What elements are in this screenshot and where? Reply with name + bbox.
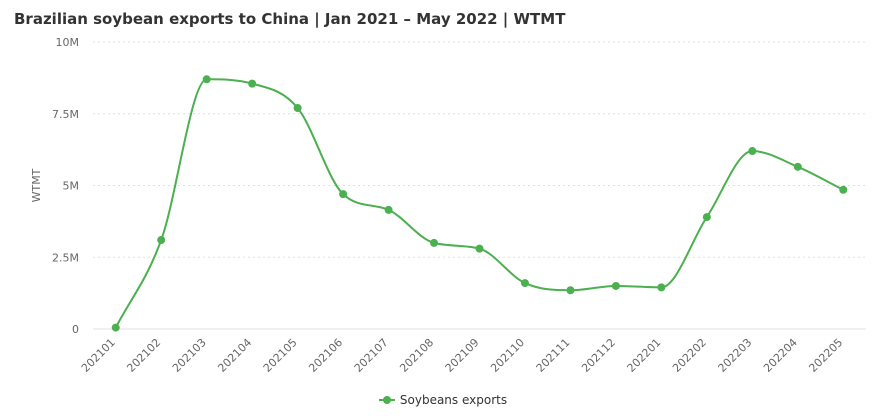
legend-item-soybeans-exports[interactable]: Soybeans exports	[378, 393, 508, 407]
series-points	[111, 75, 848, 332]
x-tick-label: 202205	[806, 336, 845, 375]
data-point	[339, 190, 348, 199]
series-line	[114, 78, 844, 329]
y-tick-label: 2.5M	[52, 251, 79, 264]
y-tick-label: 5M	[63, 180, 80, 193]
data-point	[793, 162, 802, 171]
legend-marker-icon	[378, 395, 395, 405]
data-point	[520, 279, 529, 288]
data-point	[611, 281, 620, 290]
x-tick-label: 202201	[625, 336, 664, 375]
chart-title: Brazilian soybean exports to China | Jan…	[14, 10, 566, 28]
data-point	[248, 79, 257, 88]
legend: Soybeans exports	[0, 393, 886, 408]
legend-label: Soybeans exports	[399, 393, 508, 407]
x-tick-label: 202106	[306, 336, 345, 375]
data-point	[430, 238, 439, 247]
data-point	[839, 185, 848, 194]
data-point	[657, 283, 666, 292]
data-point	[111, 323, 120, 332]
x-tick-label: 202103	[170, 336, 209, 375]
x-tick-label: 202104	[215, 336, 254, 375]
x-tick-label: 202203	[716, 336, 755, 375]
x-tick-label: 202111	[534, 336, 573, 375]
x-tick-label: 202107	[352, 336, 391, 375]
y-tick-label: 10M	[56, 36, 80, 49]
data-point	[702, 213, 711, 222]
series-lines	[114, 78, 844, 329]
x-tick-label: 202102	[124, 336, 163, 375]
x-tick-label: 202108	[397, 336, 436, 375]
x-axis: 202101 202102 202103 202104 202105 202106 2021…	[79, 336, 845, 375]
x-tick-label: 202105	[261, 336, 300, 375]
x-tick-label: 202202	[670, 336, 709, 375]
data-point	[748, 147, 757, 156]
x-tick-label: 202110	[488, 336, 527, 375]
data-point	[566, 286, 575, 295]
y-tick-label: 0	[72, 323, 79, 336]
data-point	[293, 104, 302, 113]
data-point	[157, 236, 166, 245]
data-point	[384, 205, 393, 214]
x-tick-label: 202101	[79, 336, 118, 375]
data-point	[202, 75, 211, 84]
y-tick-label: 7.5M	[52, 108, 79, 121]
y-axis: 0 2.5M 5M 7.5M 10M	[52, 36, 79, 336]
x-tick-label: 202204	[761, 336, 800, 375]
y-axis-title: WTMT	[30, 168, 43, 202]
x-tick-label: 202112	[579, 336, 618, 375]
x-tick-label: 202109	[443, 336, 482, 375]
grid-lines	[93, 41, 866, 330]
data-point	[475, 244, 484, 253]
